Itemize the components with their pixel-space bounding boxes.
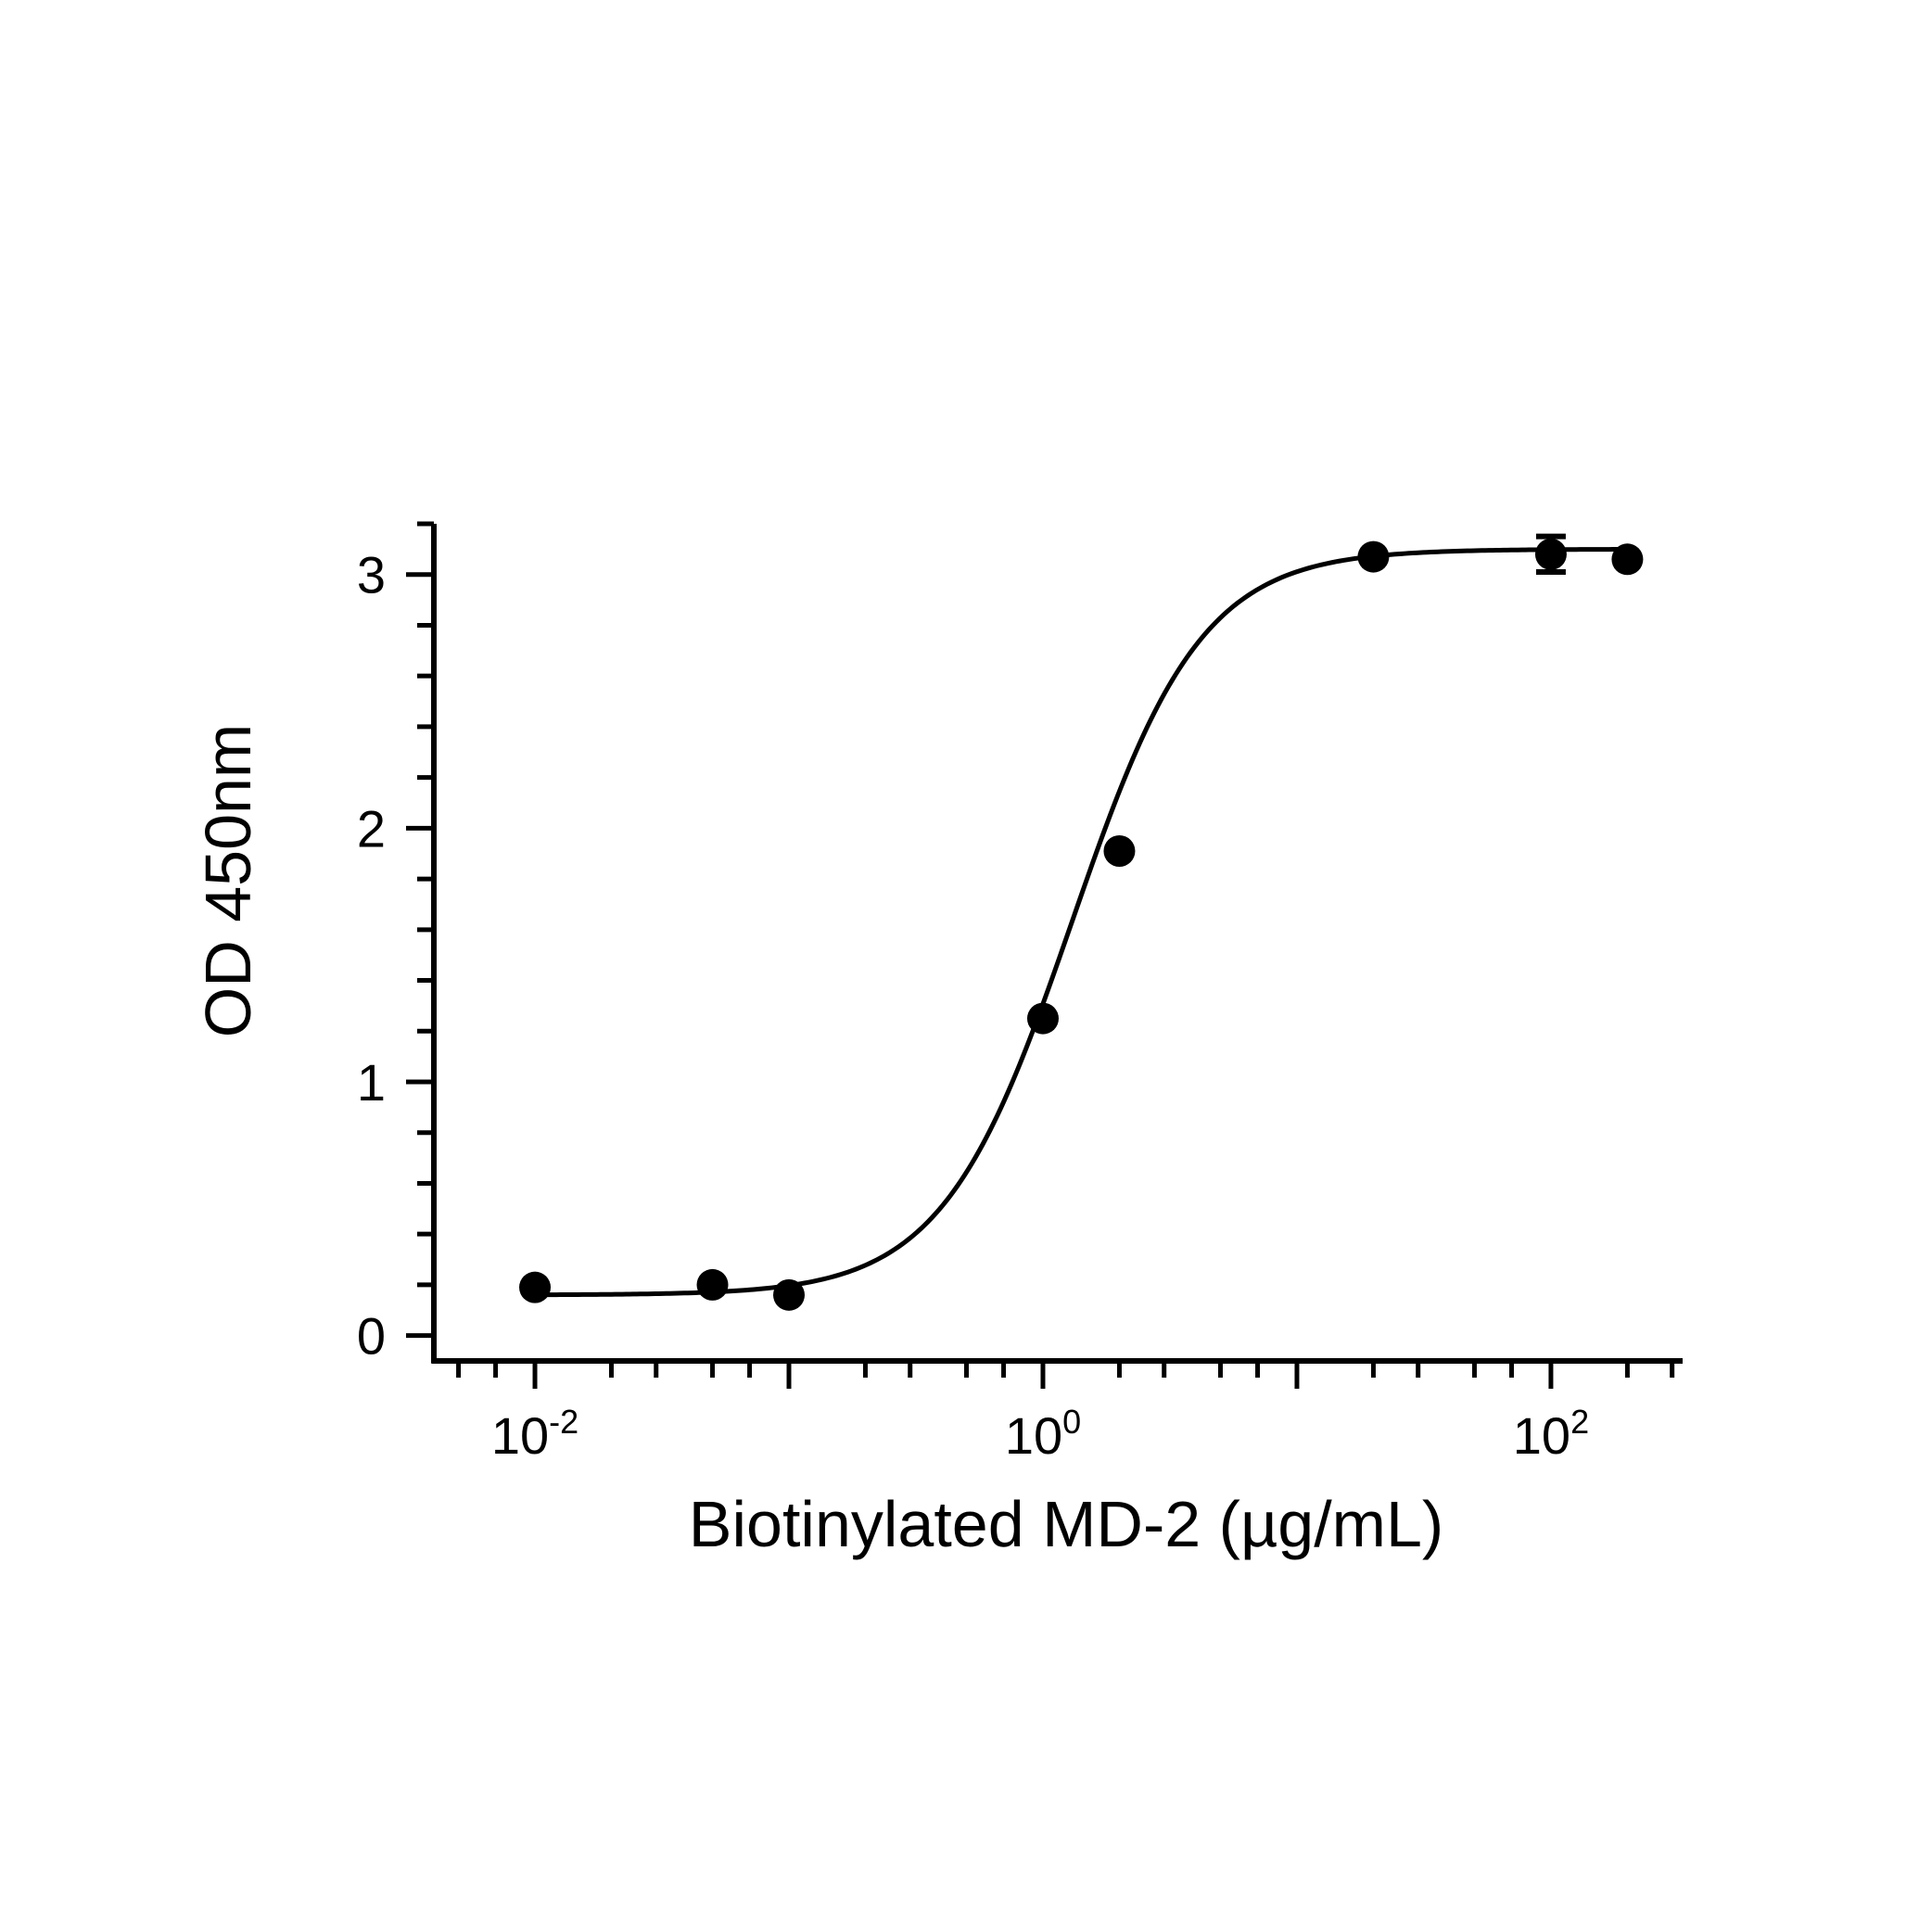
axes: [431, 524, 1683, 1364]
y-tick-label: 1: [357, 1053, 386, 1112]
x-tick-label: 100: [1005, 1403, 1081, 1465]
y-tick-label: 0: [357, 1307, 386, 1366]
y-tick-label: 2: [357, 799, 386, 858]
data-point: [773, 1278, 806, 1311]
data-points: [519, 538, 1644, 1311]
data-point: [696, 1268, 729, 1301]
x-tick-label: 102: [1513, 1403, 1589, 1465]
x-axis-ticks: 10-2 100 102: [456, 1361, 1675, 1465]
x-axis-title: Biotinylated MD-2 (µg/mL): [689, 1488, 1443, 1560]
data-point: [1026, 1002, 1059, 1035]
y-axis-title: OD 450nm: [192, 724, 264, 1037]
fit-curve: [535, 547, 1628, 1298]
data-point: [1357, 540, 1390, 573]
x-tick-label: 10-2: [491, 1403, 578, 1465]
y-axis-ticks: 0 1 2 3: [357, 521, 434, 1366]
data-point: [1103, 834, 1136, 867]
data-point: [519, 1271, 552, 1303]
y-tick-label: 3: [357, 546, 386, 604]
data-point: [1534, 538, 1567, 570]
data-point: [1611, 543, 1644, 576]
